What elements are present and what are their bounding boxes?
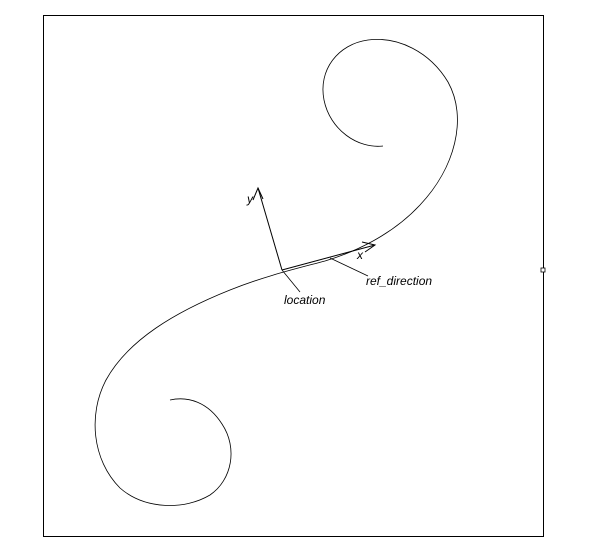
location-leader	[281, 269, 301, 293]
y-axis-line	[257, 187, 283, 271]
x-axis-label: x	[356, 248, 364, 262]
location-label: location	[284, 293, 326, 307]
diagram-frame	[43, 15, 544, 537]
spiral-curve	[94, 39, 458, 506]
ref-direction-leader	[329, 257, 369, 277]
x-axis-arrowhead	[361, 241, 377, 253]
y-axis-label: y	[246, 192, 254, 206]
edge-marker	[540, 267, 546, 273]
x-axis-line	[281, 244, 376, 271]
ref-direction-label: ref_direction	[366, 274, 432, 288]
y-axis-arrowhead	[252, 186, 264, 201]
